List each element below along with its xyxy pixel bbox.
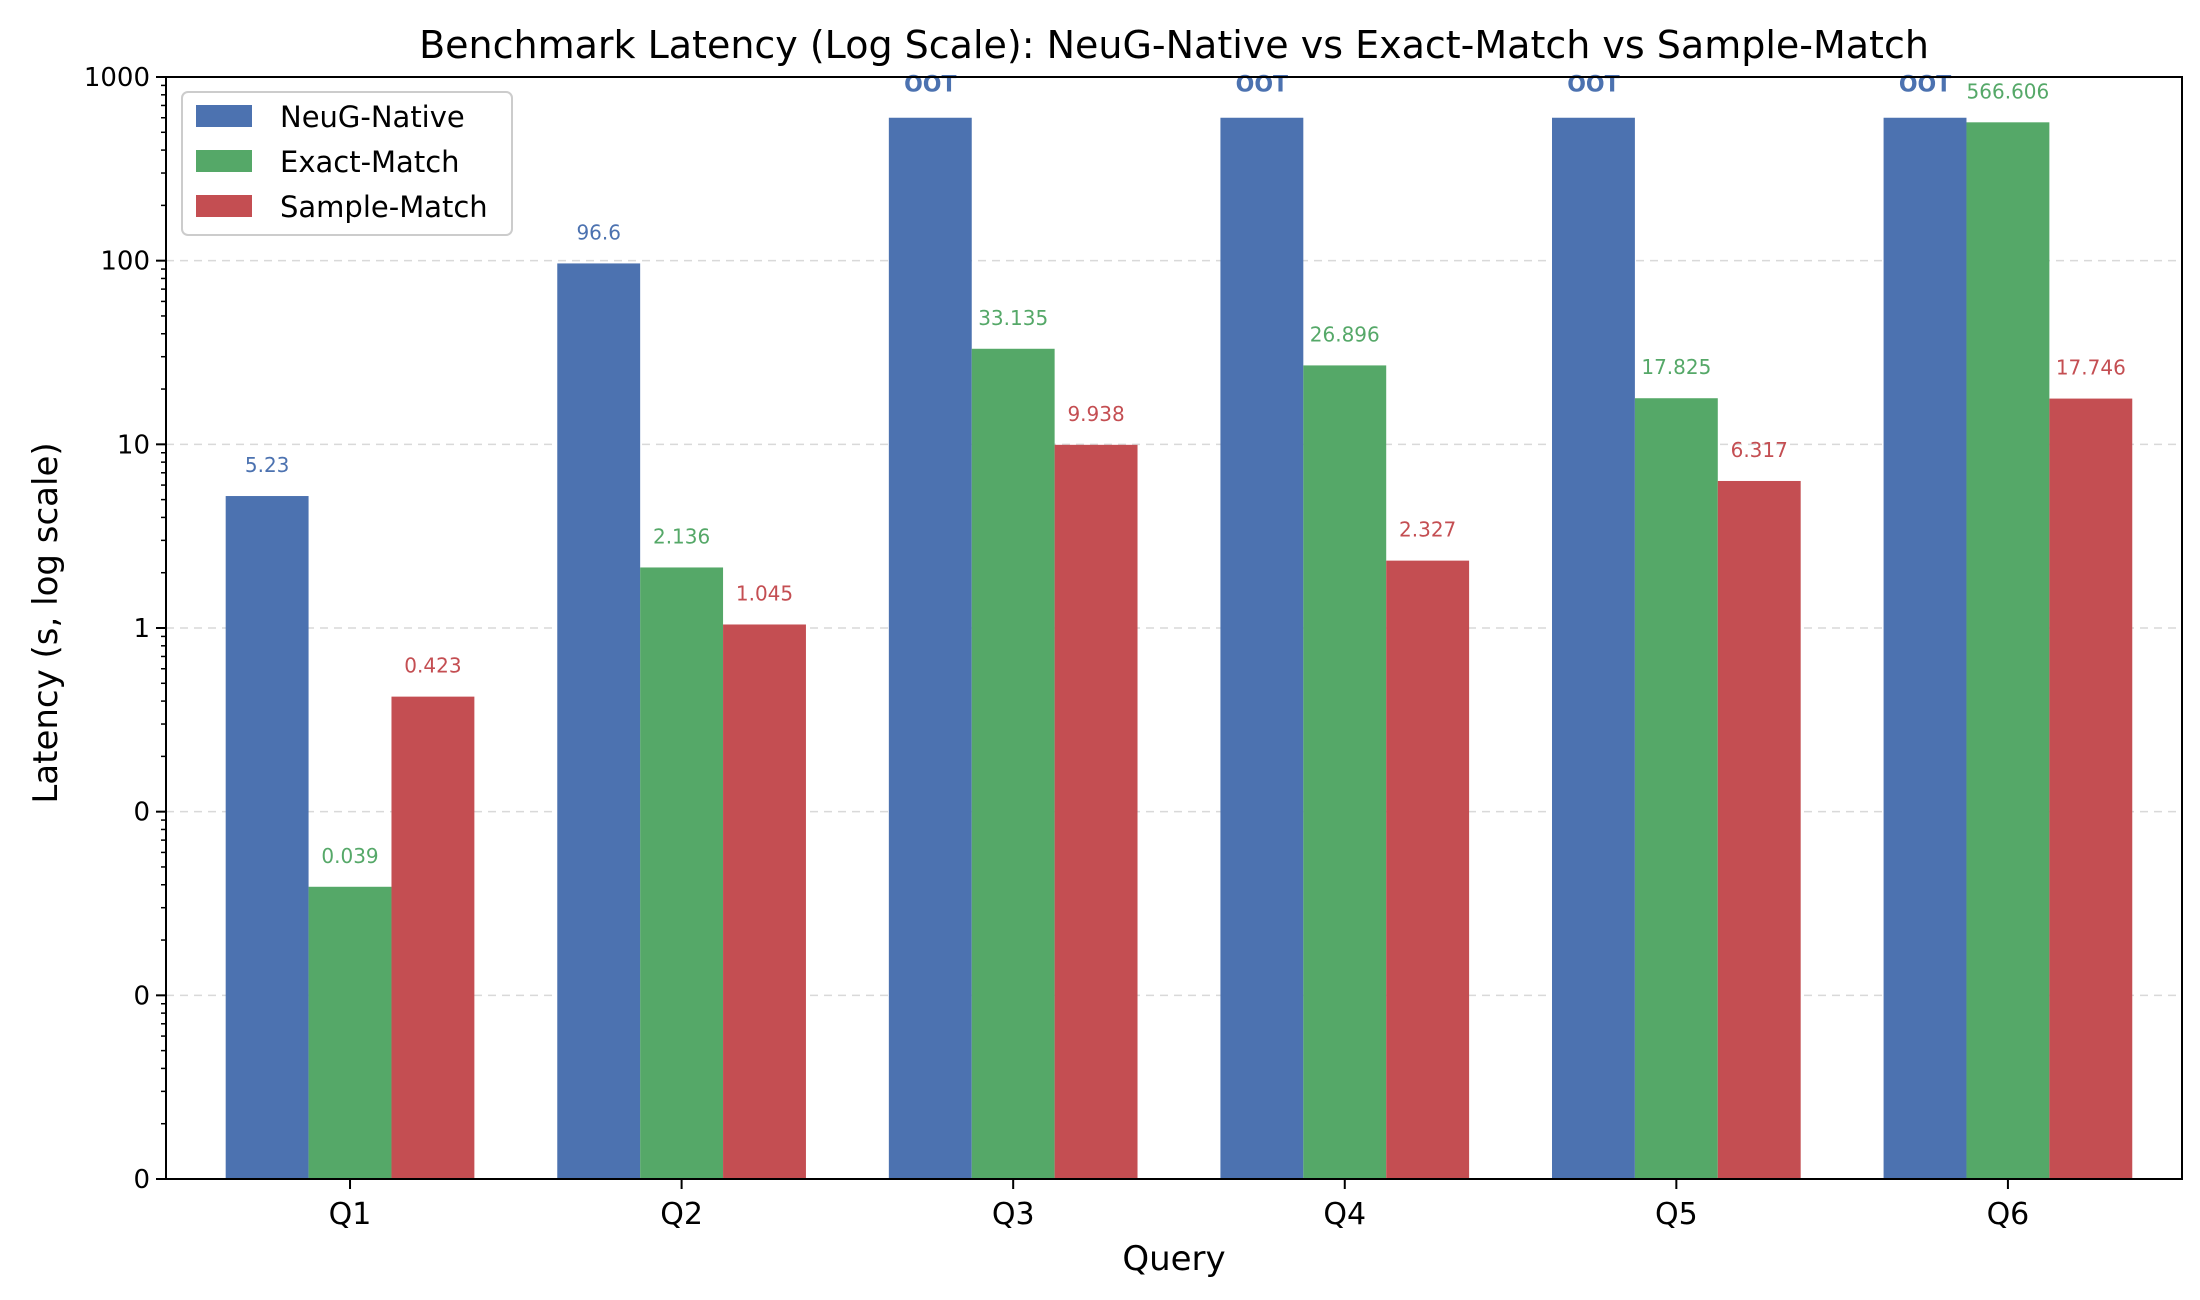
value-label: 0.423 bbox=[404, 654, 461, 678]
value-label: 33.135 bbox=[978, 306, 1048, 330]
x-tick-label: Q4 bbox=[1323, 1197, 1366, 1232]
y-tick-label: 1 bbox=[133, 614, 150, 644]
bar bbox=[225, 496, 309, 1180]
bar bbox=[1054, 444, 1138, 1179]
x-tick-label: Q5 bbox=[1655, 1197, 1698, 1232]
value-label: 2.136 bbox=[653, 524, 710, 548]
value-label: 17.746 bbox=[2056, 356, 2126, 380]
y-tick-label: 100 bbox=[100, 247, 150, 277]
legend-swatch bbox=[196, 195, 252, 217]
bar bbox=[391, 696, 475, 1179]
legend-swatch bbox=[196, 105, 252, 127]
legend-swatch bbox=[196, 150, 252, 172]
bar bbox=[1220, 117, 1304, 1180]
bar bbox=[888, 117, 972, 1180]
x-tick-label: Q6 bbox=[1987, 1197, 2030, 1232]
y-tick-label: 0 bbox=[133, 798, 150, 828]
value-labels: 5.230.0390.42396.62.1361.045OOT33.1359.9… bbox=[245, 73, 2126, 868]
legend-label: Exact-Match bbox=[280, 145, 460, 179]
value-label: 0.039 bbox=[321, 844, 378, 868]
value-label: 6.317 bbox=[1731, 438, 1788, 462]
value-label: 2.327 bbox=[1399, 518, 1456, 542]
bar bbox=[1717, 480, 1801, 1179]
x-axis-label: Query bbox=[1122, 1239, 1225, 1279]
value-label: 26.896 bbox=[1310, 322, 1380, 346]
value-label: 1.045 bbox=[736, 581, 793, 605]
x-tick-label: Q3 bbox=[992, 1197, 1035, 1232]
y-tick-label: 0 bbox=[133, 1165, 150, 1195]
bar bbox=[308, 886, 392, 1179]
legend: NeuG-Native Exact-Match Sample-Match bbox=[181, 91, 513, 236]
bar bbox=[723, 624, 806, 1179]
legend-label: NeuG-Native bbox=[280, 100, 465, 134]
bar bbox=[1386, 560, 1470, 1179]
bar bbox=[1303, 365, 1387, 1179]
y-tick-label: 0 bbox=[133, 981, 150, 1011]
bar bbox=[1883, 117, 1967, 1180]
bars-layer bbox=[225, 117, 2133, 1180]
x-tick-label: Q1 bbox=[329, 1197, 372, 1232]
x-tick-label: Q2 bbox=[660, 1197, 703, 1232]
y-tick-label: 1000 bbox=[84, 63, 150, 93]
x-axis-ticks: Q1 Q2 Q3 Q4 Q5 Q6 bbox=[329, 1179, 2030, 1232]
legend-label: Sample-Match bbox=[280, 190, 488, 224]
bar bbox=[1966, 122, 2050, 1180]
value-label: 17.825 bbox=[1641, 355, 1711, 379]
y-axis-ticks: 0 0 0 1 10 100 1000 bbox=[84, 63, 166, 1195]
bar bbox=[1634, 398, 1718, 1180]
value-label: 566.606 bbox=[1967, 79, 2050, 103]
y-tick-label: 10 bbox=[117, 430, 150, 460]
value-label: 9.938 bbox=[1067, 402, 1124, 426]
value-label: 96.6 bbox=[576, 220, 621, 244]
bar bbox=[557, 263, 641, 1179]
legend-box bbox=[181, 91, 513, 236]
chart-title: Benchmark Latency (Log Scale): NeuG-Nati… bbox=[419, 23, 1929, 67]
bar bbox=[640, 567, 724, 1179]
value-label: 5.23 bbox=[245, 453, 290, 477]
bar bbox=[1552, 117, 1635, 1180]
y-axis-label: Latency (s, log scale) bbox=[26, 442, 66, 803]
bar bbox=[2049, 398, 2133, 1179]
bar bbox=[971, 348, 1055, 1180]
